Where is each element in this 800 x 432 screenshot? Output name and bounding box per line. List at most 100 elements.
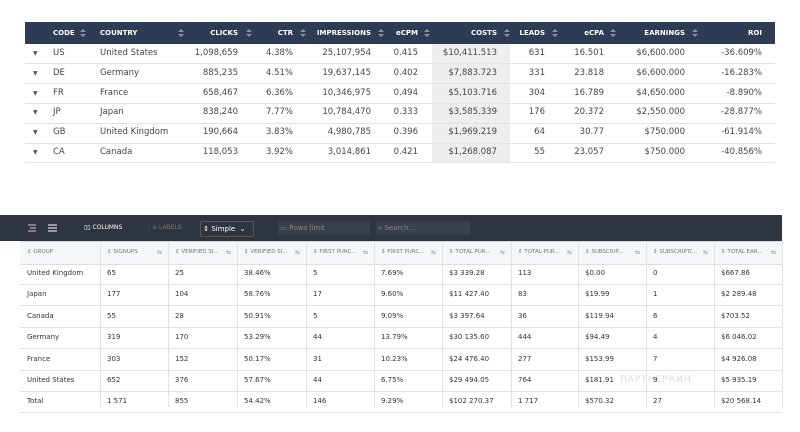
cell: $5,103.716 (448, 87, 497, 98)
cell: 177 (107, 290, 121, 299)
cell: 658,467 (202, 87, 238, 98)
cell: 9 (653, 376, 658, 384)
column-header[interactable]: ⇕ TOTAL EAR... (721, 249, 763, 255)
cell: $24 476.40 (449, 354, 490, 363)
cell: 50.17% (244, 354, 271, 363)
sort-down (300, 34, 306, 37)
cell: Canada (100, 147, 133, 157)
column-header[interactable]: ⇕ FIRST PURC... (381, 249, 425, 255)
cell: 4,980,785 (327, 127, 371, 138)
cell: $10,411.513 (442, 48, 497, 58)
cell: 885,235 (202, 67, 238, 78)
cell: 376 (175, 376, 189, 384)
sort-up (246, 29, 252, 32)
cell: 16.789 (574, 87, 604, 98)
column-header[interactable]: ⇕ VERIFIED SI... (175, 249, 219, 255)
cell: 855 (175, 397, 189, 406)
cell: 1 (653, 290, 658, 299)
sort-down (610, 34, 616, 37)
cell: 176 (528, 107, 545, 118)
sort-up (378, 29, 384, 32)
rows-limit-placeholder: Rows limit (289, 224, 325, 232)
cell: 16.501 (574, 48, 604, 58)
cell: 44 (313, 333, 322, 342)
column-header[interactable]: IMPRESSIONS (316, 29, 371, 37)
column-header[interactable]: eCPM (396, 29, 418, 37)
cell: Japan (27, 290, 47, 299)
cell: United Kingdom (27, 269, 84, 277)
column-header[interactable]: COSTS (471, 29, 497, 37)
cell: $2 289.48 (721, 290, 757, 299)
cell: 0.421 (393, 147, 418, 157)
cell: $153.99 (585, 354, 614, 363)
cell: $667.86 (721, 269, 750, 277)
cell: United Kingdom (100, 127, 169, 138)
cell: 38.46% (244, 269, 271, 277)
cell: $3 397.64 (449, 311, 485, 320)
column-header[interactable]: ⇕ SUBSCRIP... (585, 249, 624, 255)
sort-down (378, 34, 384, 37)
column-divider (782, 241, 783, 407)
sort-down (504, 34, 510, 37)
cell: $102 270.37 (449, 397, 494, 406)
column-header[interactable]: ROI (748, 29, 762, 37)
cell: 54.42% (244, 397, 271, 406)
mode-select[interactable]: ⇕ Simple ⌄ (200, 221, 254, 237)
view-icons[interactable] (28, 223, 64, 233)
expand-arrow: ▼ (33, 50, 38, 57)
filter-icon: ⇆ (226, 249, 232, 256)
cell: $20 568.14 (721, 397, 762, 406)
cell: 3.92% (265, 147, 293, 157)
column-header[interactable]: eCPA (584, 29, 604, 37)
cell: 4 (653, 333, 658, 342)
cell: 146 (313, 397, 327, 406)
cell: -16.283% (721, 67, 762, 78)
column-header[interactable]: ⇕ GROUP (27, 249, 54, 255)
cell: 25 (175, 269, 184, 277)
cell: 10,346,975 (322, 87, 371, 98)
watermark: ПАРТНЕРКИН (620, 375, 692, 385)
sort-down (552, 34, 558, 37)
cell: 53.29% (244, 333, 271, 342)
cell: 17 (313, 290, 322, 299)
column-divider (442, 241, 443, 407)
column-header[interactable]: COUNTRY (100, 29, 138, 37)
expand-arrow: ▼ (33, 89, 38, 97)
column-header[interactable]: ⇕ TOTAL PUR... (518, 249, 560, 255)
cell: 0 (653, 269, 658, 277)
cell: 0.494 (393, 87, 418, 98)
filter-icon: ⇆ (157, 249, 163, 256)
column-header[interactable]: ⇕ FIRST PURC... (313, 249, 357, 255)
cell: 50.91% (244, 311, 271, 320)
column-header[interactable]: CLICKS (210, 29, 238, 37)
cell: $94.49 (585, 333, 610, 342)
search-input[interactable]: ⌕ Search... (376, 221, 470, 235)
column-header[interactable]: EARNINGS (644, 29, 685, 37)
column-header[interactable]: ⇕ SIGNUPS (107, 249, 138, 255)
cell: -36.609% (721, 48, 762, 58)
column-header[interactable]: ⇕ VERIFIED SI... (244, 249, 288, 255)
filter-icon: ⇆ (635, 249, 641, 256)
cell: 764 (518, 376, 532, 384)
sort-down (692, 34, 698, 37)
column-header[interactable]: ⇕ TOTAL PUR... (449, 249, 491, 255)
row-divider (20, 412, 782, 414)
column-header[interactable]: CTR (277, 29, 293, 37)
row-divider (25, 102, 775, 104)
column-header[interactable]: ⇕ SUBSCRIPTI... (653, 249, 697, 255)
cell: $4,650.000 (636, 87, 685, 98)
cell: 303 (107, 354, 121, 363)
cell: $0.00 (585, 269, 606, 277)
row-divider (20, 284, 782, 285)
cell: 0.402 (393, 67, 418, 78)
cell: United States (27, 376, 75, 384)
cell: 9.29% (381, 397, 404, 406)
cell: 3.83% (265, 127, 293, 138)
cell: $570.32 (585, 397, 614, 406)
cell: France (100, 87, 129, 98)
labels-button[interactable]: ⋮≡ LABELS (146, 224, 182, 231)
column-header[interactable]: LEADS (519, 29, 545, 37)
column-header[interactable]: CODE (53, 29, 75, 37)
rows-limit-input[interactable]: ▭ Rows limit (278, 221, 370, 235)
columns-button[interactable]: ▯▯ COLUMNS (84, 224, 123, 231)
